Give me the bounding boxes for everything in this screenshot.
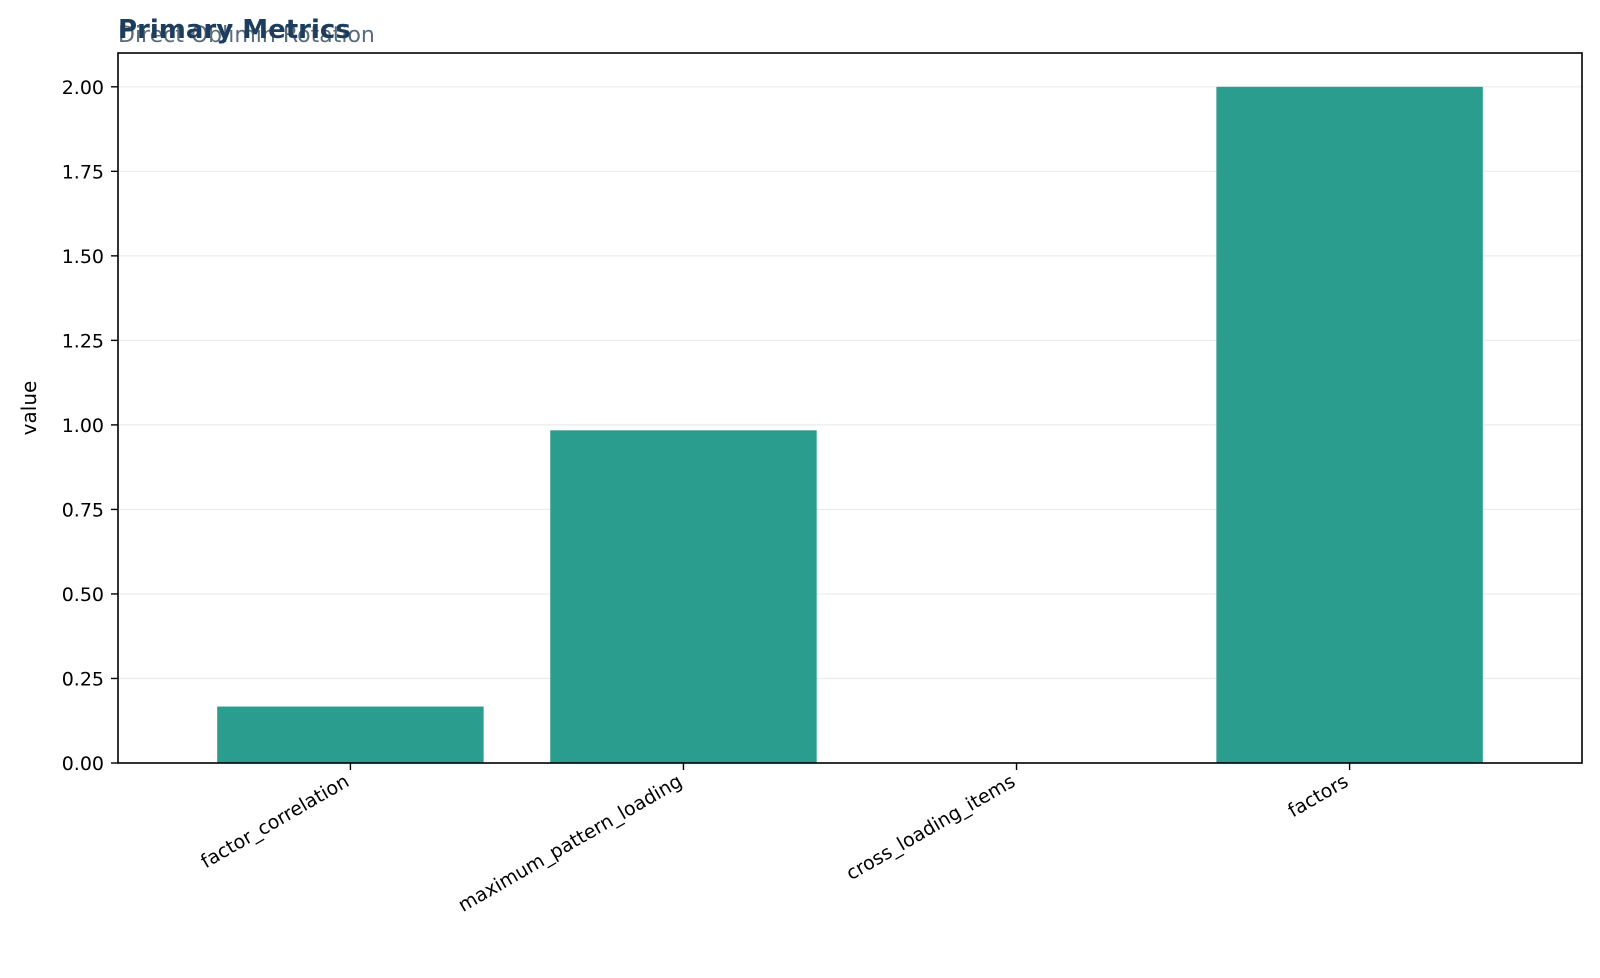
y-tick-label: 1.75	[62, 161, 104, 183]
plot-frame	[117, 52, 1583, 764]
y-axis-label: value	[17, 381, 41, 436]
y-tick-label: 0.75	[62, 499, 104, 521]
y-tick-label: 1.25	[62, 330, 104, 352]
y-tick-label: 0.00	[62, 753, 104, 775]
bar	[1216, 86, 1483, 764]
bar	[550, 430, 817, 763]
x-tick-label: cross_loading_items	[843, 770, 1019, 885]
y-tick-label: 1.00	[62, 415, 104, 437]
y-axis-ticks: 0.00 0.25 0.50 0.75 1.00 1.25 1.50 1.75 2.00	[62, 77, 118, 775]
grid-lines	[118, 86, 1582, 764]
chart-title: Primary Metrics	[118, 15, 351, 45]
y-tick-label: 0.50	[62, 584, 104, 606]
x-axis-ticks: factor_correlation maximum_pattern_loadin…	[197, 763, 1352, 917]
x-tick-label: maximum_pattern_loading	[455, 770, 686, 916]
x-tick-label: factor_correlation	[197, 770, 353, 873]
bars	[217, 86, 1483, 764]
y-tick-label: 2.00	[62, 77, 104, 99]
y-tick-label: 0.25	[62, 668, 104, 690]
y-tick-label: 1.50	[62, 246, 104, 268]
bar	[217, 706, 484, 763]
x-tick-label: factors	[1284, 770, 1352, 822]
chart-subtitle: Direct Oblimin Rotation	[118, 23, 375, 48]
